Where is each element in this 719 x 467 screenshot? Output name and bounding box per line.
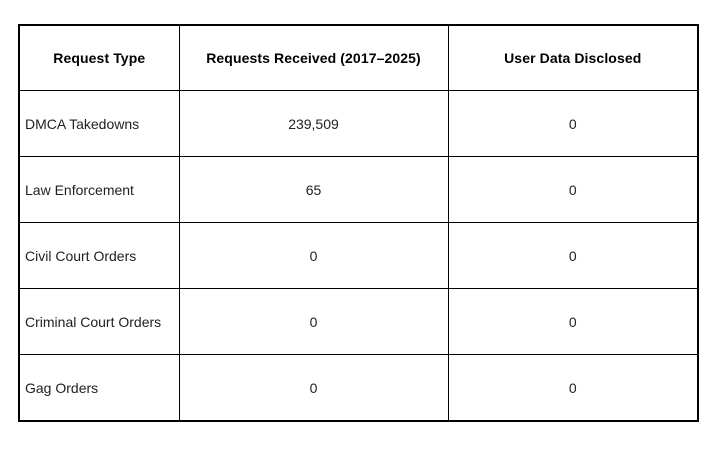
cell-requests-received: 239,509	[178, 90, 449, 157]
cell-request-type: DMCA Takedowns	[18, 90, 180, 157]
cell-requests-received: 0	[178, 288, 449, 355]
cell-request-type: Law Enforcement	[18, 156, 180, 223]
header-user-data-disclosed: User Data Disclosed	[447, 24, 699, 91]
cell-user-data-disclosed: 0	[447, 156, 699, 223]
cell-requests-received: 0	[178, 222, 449, 289]
transparency-report-table: Request Type Requests Received (2017–202…	[18, 24, 699, 422]
cell-requests-received: 65	[178, 156, 449, 223]
table-row: Civil Court Orders 0 0	[18, 222, 699, 289]
cell-request-type: Gag Orders	[18, 354, 180, 422]
table-row: DMCA Takedowns 239,509 0	[18, 90, 699, 157]
cell-requests-received: 0	[178, 354, 449, 422]
table-row: Law Enforcement 65 0	[18, 156, 699, 223]
cell-user-data-disclosed: 0	[447, 288, 699, 355]
header-request-type: Request Type	[18, 24, 180, 91]
cell-user-data-disclosed: 0	[447, 354, 699, 422]
table-row: Gag Orders 0 0	[18, 354, 699, 422]
cell-request-type: Civil Court Orders	[18, 222, 180, 289]
cell-user-data-disclosed: 0	[447, 222, 699, 289]
table-row: Criminal Court Orders 0 0	[18, 288, 699, 355]
cell-request-type: Criminal Court Orders	[18, 288, 180, 355]
table-header-row: Request Type Requests Received (2017–202…	[18, 24, 699, 91]
header-requests-received: Requests Received (2017–2025)	[178, 24, 449, 91]
cell-user-data-disclosed: 0	[447, 90, 699, 157]
